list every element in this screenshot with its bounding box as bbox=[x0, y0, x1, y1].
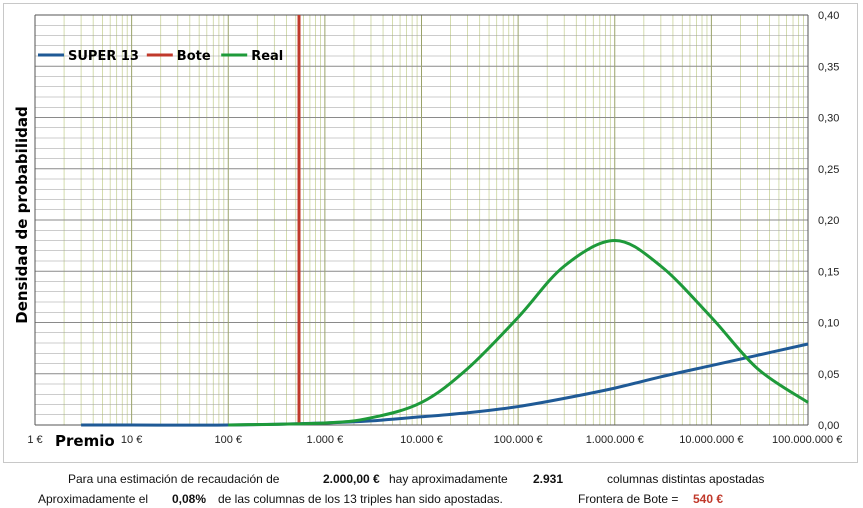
y-axis-label: Densidad de probabilidad bbox=[13, 106, 31, 323]
x-tick-label: 10 € bbox=[121, 434, 142, 446]
y-tick-label: 0,40 bbox=[818, 10, 839, 22]
x-tick-label: 100.000 € bbox=[494, 434, 543, 446]
footer-text: Aproximadamente el bbox=[38, 492, 149, 506]
footer-text: de las columnas de los 13 triples han si… bbox=[218, 492, 503, 506]
legend-label: Bote bbox=[177, 49, 211, 64]
y-tick-label: 0,05 bbox=[818, 369, 839, 381]
legend-label: Real bbox=[251, 49, 283, 64]
x-tick-label: 10.000.000 € bbox=[679, 434, 743, 446]
x-tick-label: 1 € bbox=[27, 434, 42, 446]
y-tick-label: 0,35 bbox=[818, 61, 839, 73]
legend: SUPER 13 Bote Real bbox=[38, 49, 283, 64]
series-line bbox=[228, 238, 809, 427]
legend-label: SUPER 13 bbox=[68, 49, 139, 64]
x-axis-label: Premio bbox=[55, 432, 115, 450]
y-tick-label: 0,20 bbox=[818, 215, 839, 227]
chart: 0,00 0,05 0,10 0,15 0,20 0,25 0,30 0,35 0,40 1 €… bbox=[13, 10, 842, 450]
estimated-revenue-value: 2.000,00 € bbox=[323, 472, 380, 486]
footer-text: Frontera de Bote = bbox=[578, 492, 679, 506]
x-tick-label: 100.000.000 € bbox=[772, 434, 842, 446]
x-tick-label: 1.000 € bbox=[307, 434, 344, 446]
footer-text: hay aproximadamente bbox=[389, 472, 508, 486]
y-tick-label: 0,15 bbox=[818, 266, 839, 278]
y-tick-label: 0,00 bbox=[818, 420, 839, 432]
x-tick-label: 1.000.000 € bbox=[586, 434, 644, 446]
footer-text: columnas distintas apostadas bbox=[607, 472, 765, 486]
chart-frame bbox=[3, 3, 858, 463]
jackpot-threshold-value: 540 € bbox=[693, 492, 724, 506]
x-tick-label: 100 € bbox=[214, 434, 242, 446]
y-tick-label: 0,25 bbox=[818, 164, 839, 176]
y-tick-label: 0,30 bbox=[818, 113, 839, 125]
y-tick-label: 0,10 bbox=[818, 318, 839, 330]
x-tick-label: 10.000 € bbox=[400, 434, 443, 446]
percentage-value: 0,08% bbox=[172, 492, 207, 506]
footer-text: Para una estimación de recaudación de bbox=[68, 472, 280, 486]
column-count-value: 2.931 bbox=[533, 472, 564, 486]
